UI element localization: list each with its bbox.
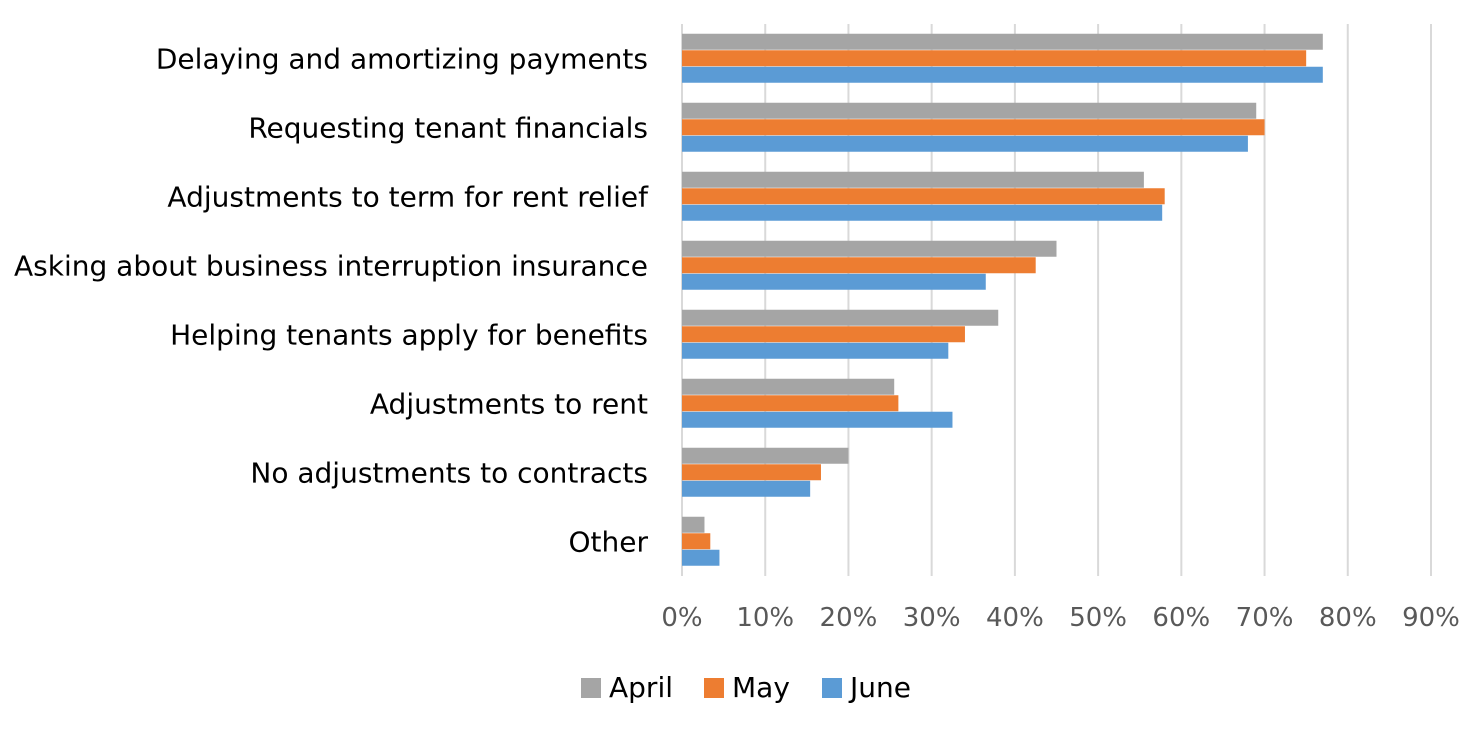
legend-swatch-april: [581, 678, 601, 698]
legend-swatch-may: [704, 678, 724, 698]
bar-may: [682, 119, 1265, 136]
bar-may: [682, 395, 899, 412]
legend-label-june: June: [848, 671, 911, 704]
x-axis-tick-labels: 0% 10% 20% 30% 40% 50% 60% 70% 80% 90%: [661, 603, 1460, 633]
x-tick-label: 20%: [820, 603, 878, 633]
category-label: Asking about business interruption insur…: [14, 250, 648, 283]
category-label: Other: [568, 526, 648, 559]
bar-april: [682, 240, 1057, 257]
category-label: No adjustments to contracts: [250, 457, 648, 490]
category-labels: Delaying and amortizing payments Requesti…: [14, 43, 649, 559]
bar-june: [682, 480, 811, 497]
category-label: Requesting tenant financials: [248, 112, 648, 145]
legend-label-april: April: [609, 671, 673, 704]
bar-may: [682, 464, 821, 481]
bar-april: [682, 378, 895, 395]
category-label: Delaying and amortizing payments: [156, 43, 648, 76]
legend: April May June: [581, 671, 911, 704]
x-tick-label: 30%: [903, 603, 961, 633]
x-tick-label: 60%: [1152, 603, 1210, 633]
bar-april: [682, 447, 849, 464]
x-tick-label: 10%: [736, 603, 794, 633]
bar-may: [682, 257, 1036, 274]
bar-june: [682, 66, 1323, 83]
bar-may: [682, 533, 711, 550]
x-tick-label: 90%: [1402, 603, 1460, 633]
bar-april: [682, 516, 705, 533]
bar-june: [682, 204, 1163, 221]
x-tick-label: 40%: [986, 603, 1044, 633]
x-tick-label: 50%: [1069, 603, 1127, 633]
legend-label-may: May: [732, 671, 790, 704]
bar-may: [682, 326, 965, 343]
bars: [682, 33, 1323, 566]
legend-swatch-june: [822, 678, 842, 698]
category-label: Adjustments to rent: [370, 388, 648, 421]
category-label: Helping tenants apply for benefits: [170, 319, 648, 352]
bar-june: [682, 549, 720, 566]
bar-june: [682, 273, 986, 290]
bar-june: [682, 342, 949, 359]
bar-april: [682, 171, 1144, 188]
x-tick-label: 80%: [1319, 603, 1377, 633]
bar-may: [682, 50, 1307, 67]
x-tick-label: 0%: [661, 603, 702, 633]
bar-may: [682, 188, 1165, 205]
bar-june: [682, 411, 953, 428]
bar-april: [682, 33, 1323, 50]
bar-april: [682, 102, 1257, 119]
bar-april: [682, 309, 999, 326]
x-tick-label: 70%: [1236, 603, 1294, 633]
bar-june: [682, 135, 1248, 152]
category-label: Adjustments to term for rent relief: [167, 181, 649, 214]
